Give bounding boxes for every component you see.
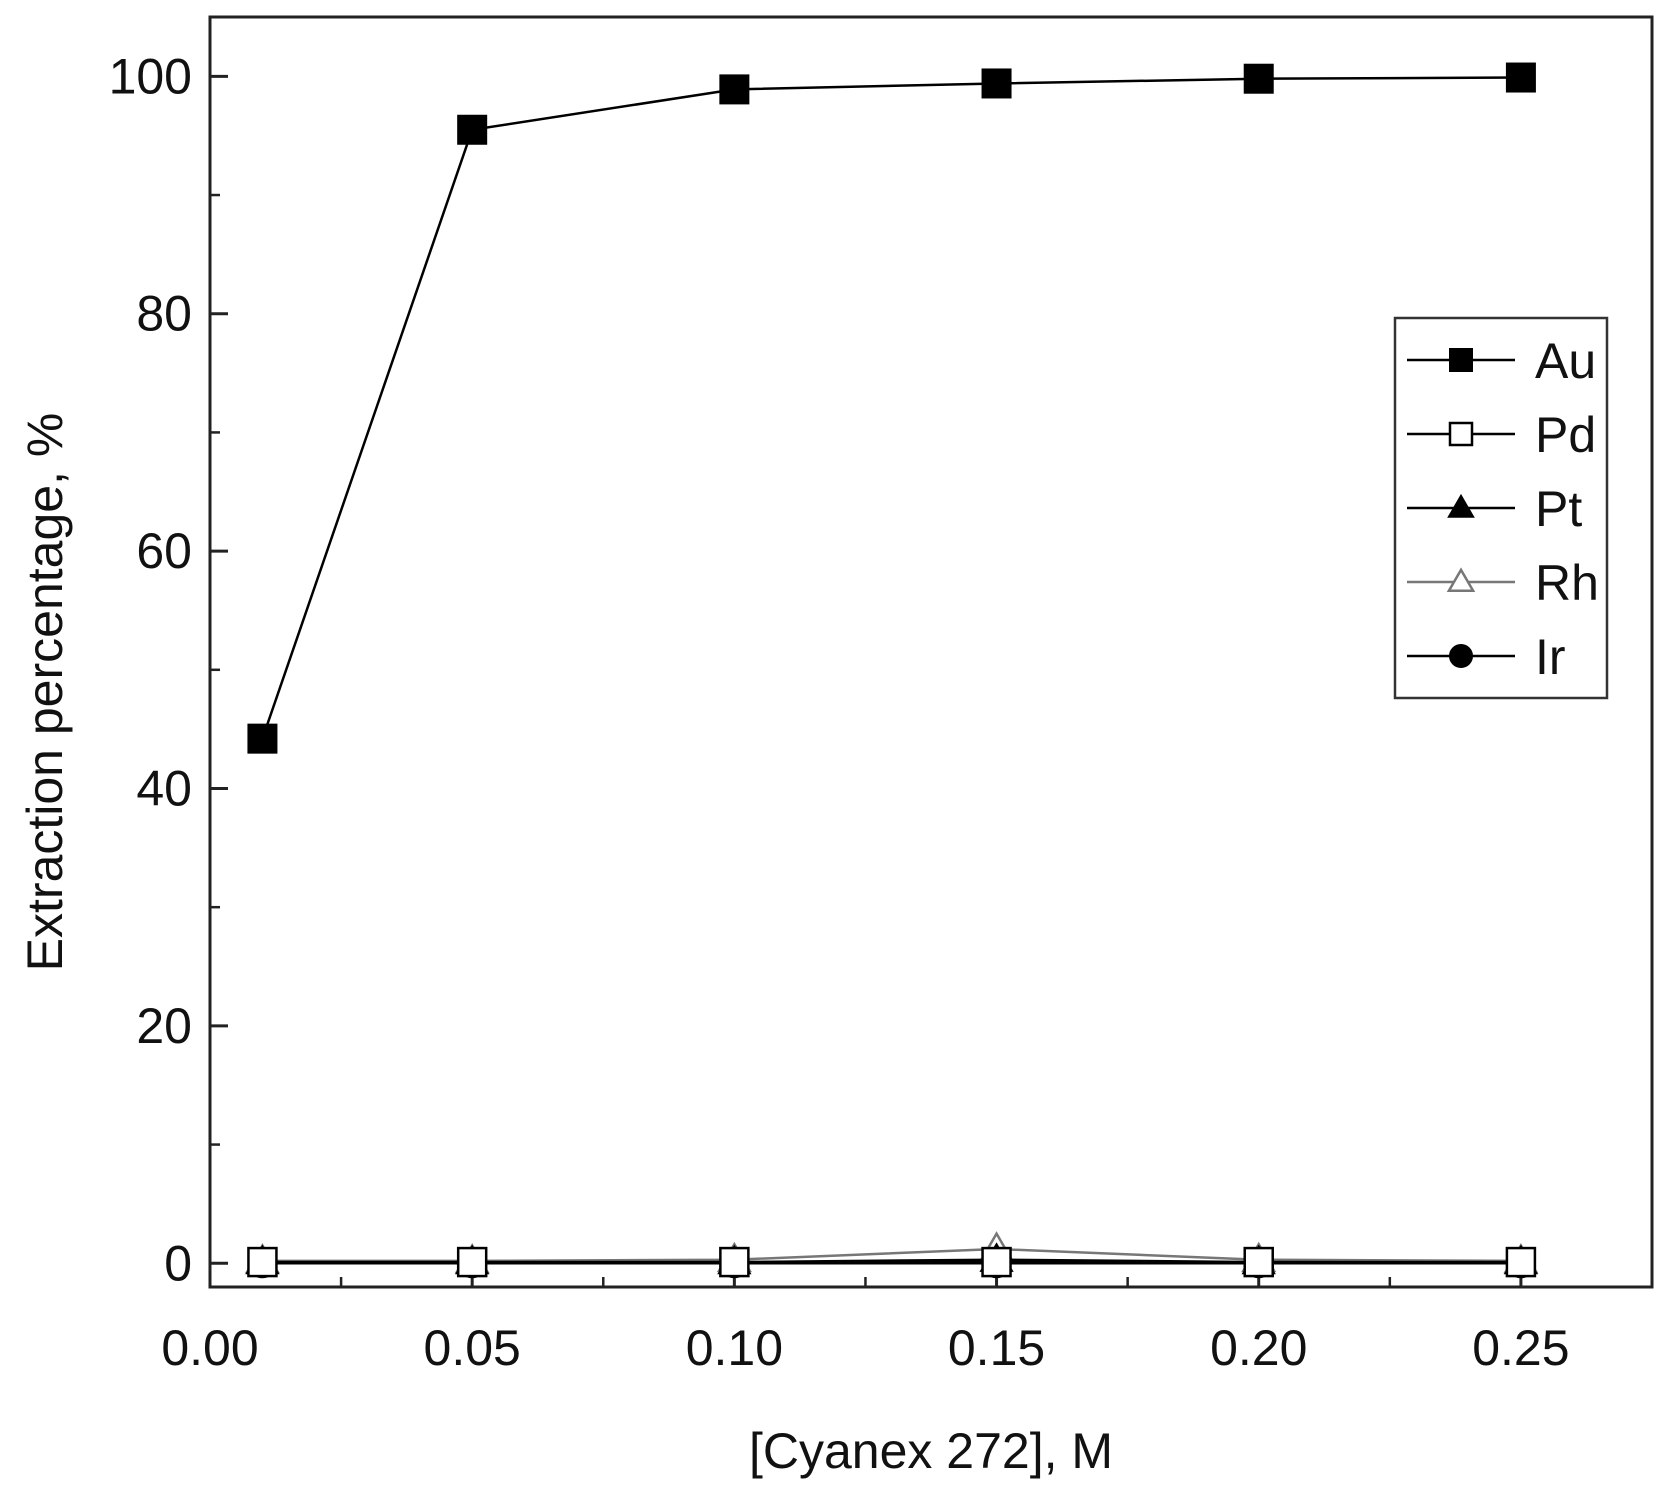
data-point — [981, 68, 1012, 99]
y-tick-label: 40 — [136, 760, 192, 816]
data-point — [456, 1246, 488, 1278]
x-tick-label: 0.05 — [424, 1320, 521, 1376]
x-tick-label: 0.20 — [1210, 1320, 1307, 1376]
y-tick-label: 60 — [136, 523, 192, 579]
series-group — [244, 62, 1539, 1279]
legend-label: Rh — [1535, 555, 1599, 611]
series-rh — [244, 1231, 1539, 1274]
legend-marker — [1448, 421, 1474, 447]
data-point — [719, 1246, 750, 1278]
legend: Au Pd Pt Rh Ir — [1393, 316, 1609, 700]
x-tick-label: 0.25 — [1472, 1320, 1569, 1376]
legend-entry-rh: Rh — [1407, 555, 1599, 611]
data-point — [1505, 1246, 1537, 1278]
data-point — [247, 1246, 278, 1278]
series-pd — [247, 1246, 1537, 1278]
legend-entry-au: Au — [1407, 333, 1596, 389]
data-point — [981, 1246, 1012, 1278]
legend-marker — [1447, 493, 1475, 518]
data-point — [1243, 1246, 1274, 1278]
plot-area — [208, 15, 1654, 1289]
legend-marker — [1449, 644, 1473, 668]
y-axis-title: Extraction percentage, % — [17, 413, 73, 972]
legend-marker — [1449, 348, 1473, 372]
legend-entry-pt: Pt — [1407, 481, 1582, 537]
legend-label: Pd — [1535, 407, 1596, 463]
data-point — [457, 114, 488, 145]
data-point — [247, 723, 278, 754]
plot-frame — [208, 15, 1654, 1289]
legend-marker — [1446, 567, 1476, 593]
legend-label: Ir — [1535, 629, 1566, 685]
data-point — [719, 74, 750, 105]
data-point — [1505, 62, 1536, 93]
legend-entry-ir: Ir — [1407, 629, 1566, 685]
legend-label: Pt — [1535, 481, 1582, 537]
axes: 0.00 0.05 0.10 0.15 0.20 0.25 0 20 40 60 80 100 [Cya… — [17, 48, 1570, 1479]
series-au — [247, 62, 1536, 754]
x-tick-label: 0.00 — [161, 1320, 258, 1376]
legend-label: Au — [1535, 333, 1596, 389]
y-tick-label: 80 — [136, 286, 192, 342]
x-tick-label: 0.15 — [948, 1320, 1045, 1376]
series-pt — [245, 1242, 1539, 1275]
y-tick-label: 0 — [164, 1235, 192, 1291]
series-line — [262, 1247, 1521, 1263]
y-tick-label: 100 — [109, 48, 192, 104]
y-tick-label: 20 — [136, 998, 192, 1054]
series-line — [261, 76, 1521, 740]
x-axis-title: [Cyanex 272], M — [749, 1423, 1113, 1479]
data-point — [1243, 63, 1274, 94]
legend-entry-pd: Pd — [1407, 407, 1596, 463]
x-tick-label: 0.10 — [686, 1320, 783, 1376]
